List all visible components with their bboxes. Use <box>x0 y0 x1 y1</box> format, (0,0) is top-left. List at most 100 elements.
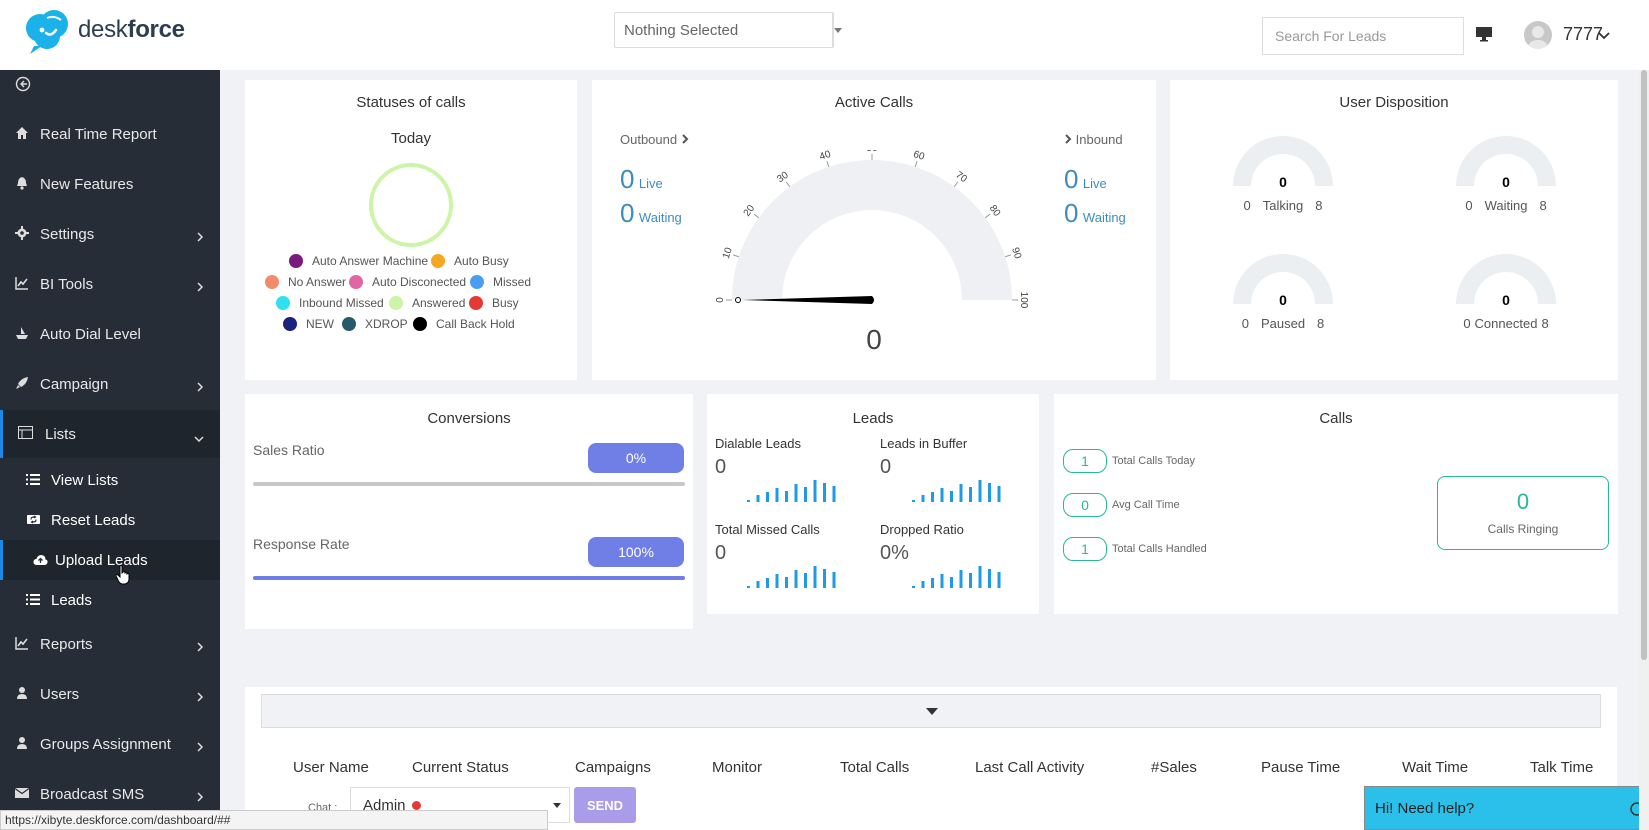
legend-item[interactable]: NEW <box>283 317 334 331</box>
sidebar-item-bi-tools[interactable]: BI Tools <box>0 260 220 308</box>
sparkline-bar <box>950 491 953 502</box>
monitor-icon[interactable] <box>1475 26 1493 42</box>
sparkline-bar <box>997 572 1001 588</box>
mini-gauge-max: 8 <box>1541 316 1549 331</box>
sparkline-bar <box>785 491 788 502</box>
sidebar-subitem-upload-leads[interactable]: Upload Leads <box>0 540 220 580</box>
table-column-header[interactable]: Total Calls <box>840 759 910 776</box>
collapse-sidebar-icon[interactable] <box>15 76 31 97</box>
legend-item[interactable]: Busy <box>469 296 519 310</box>
legend-item[interactable]: Auto Answer Machine <box>289 254 428 268</box>
table-column-header[interactable]: Current Status <box>412 759 509 776</box>
sidebar-subitem-reset-leads[interactable]: Reset Leads <box>0 500 220 540</box>
waiting-label: Waiting <box>638 210 682 225</box>
sparkline-bar <box>794 570 798 588</box>
mini-gauge-label: Connected <box>1474 316 1538 331</box>
mini-gauge-min: 0 <box>1465 198 1473 213</box>
sparkline-bar <box>921 495 925 502</box>
help-text: Hi! Need help? <box>1375 799 1475 817</box>
sidebar-item-settings[interactable]: Settings <box>0 210 220 258</box>
response-rate-fill <box>253 576 685 580</box>
sparkline-bar <box>931 492 934 502</box>
legend-item[interactable]: XDROP <box>342 317 408 331</box>
search-leads-input[interactable]: Search For Leads <box>1262 17 1464 55</box>
table-column-header[interactable]: Talk Time <box>1530 759 1594 776</box>
chevron-down-icon <box>194 430 204 447</box>
ship-icon <box>15 326 31 342</box>
envelope-icon <box>14 786 31 802</box>
help-chat-widget[interactable]: Hi! Need help? <box>1364 786 1644 830</box>
sidebar: Real Time Report New Features Settings B… <box>0 70 220 830</box>
campaign-select[interactable]: Nothing Selected <box>614 12 842 48</box>
inbound-link[interactable]: Inbound <box>1064 132 1123 147</box>
legend-item[interactable]: Missed <box>470 275 531 289</box>
legend-item[interactable]: Auto Busy <box>431 254 509 268</box>
table-column-header[interactable]: User Name <box>293 759 369 776</box>
sidebar-item-groups-assignment[interactable]: Groups Assignment <box>0 720 220 768</box>
caret-down-icon <box>834 28 842 33</box>
legend-item[interactable]: Inbound Missed <box>276 296 384 310</box>
table-column-header[interactable]: Monitor <box>712 759 763 776</box>
legend-swatch <box>349 275 363 289</box>
chevron-right-icon <box>196 639 204 656</box>
deskforce-logo[interactable]: deskforce <box>20 6 185 54</box>
mini-gauge-min: 0 <box>1241 316 1249 331</box>
table-column-header[interactable]: #Sales <box>1151 759 1197 776</box>
chevron-down-icon[interactable] <box>1598 28 1610 46</box>
sidebar-subitem-view-lists[interactable]: View Lists <box>0 460 220 500</box>
scrollbar-thumb[interactable] <box>1641 70 1647 660</box>
table-column-header[interactable]: Pause Time <box>1261 759 1341 776</box>
chat-selected-value: Admin <box>363 796 406 814</box>
outbound-link[interactable]: Outbound <box>620 132 689 147</box>
legend-item[interactable]: No Answer <box>265 275 346 289</box>
card-title: Statuses of calls <box>356 94 466 111</box>
sidebar-item-new-features[interactable]: New Features <box>0 160 220 208</box>
avatar[interactable] <box>1524 21 1552 49</box>
sidebar-item-users[interactable]: Users <box>0 670 220 718</box>
gauge-tick-label: 20 <box>742 203 758 219</box>
table-column-header[interactable]: Last Call Activity <box>975 759 1085 776</box>
conversions-card: Conversions Sales Ratio 0% Response Rate… <box>245 394 693 629</box>
legend-item[interactable]: Auto Disconected <box>349 275 466 289</box>
gauge-tick-label: 90 <box>1009 246 1023 260</box>
table-column-header[interactable]: Campaigns <box>575 759 651 776</box>
collapse-toggle[interactable] <box>261 694 1601 728</box>
hand-cursor-icon <box>115 565 130 590</box>
gauge-tick <box>732 254 740 258</box>
user-icon <box>15 686 31 702</box>
gauge-tick <box>785 181 791 188</box>
sidebar-item-campaign[interactable]: Campaign <box>0 360 220 408</box>
lead-stat-label: Dialable Leads <box>715 436 802 451</box>
sparkline-bar <box>978 480 982 502</box>
offline-status-dot <box>411 800 421 810</box>
legend-swatch <box>470 275 484 289</box>
legend-item[interactable]: Call Back Hold <box>413 317 515 331</box>
sidebar-item-label: Lists <box>45 425 76 443</box>
sidebar-item-broadcast-sms[interactable]: Broadcast SMS <box>0 770 220 818</box>
sparkline-bar <box>997 486 1001 502</box>
sales-ratio-track <box>253 482 685 486</box>
send-button[interactable]: SEND <box>574 787 636 823</box>
legend-label: Auto Answer Machine <box>312 254 429 268</box>
sidebar-item-auto-dial-level[interactable]: Auto Dial Level <box>0 310 220 358</box>
chart-line-icon <box>15 636 31 652</box>
outbound-live: 0 Live <box>620 164 663 195</box>
sidebar-item-label: Campaign <box>40 375 109 393</box>
sidebar-item-lists[interactable]: Lists <box>0 410 220 458</box>
sidebar-subitem-label: Leads <box>51 591 92 609</box>
logo-text-bold: force <box>127 16 186 43</box>
status-bar-url: https://xibyte.deskforce.com/dashboard/#… <box>0 810 548 830</box>
card-title: Conversions <box>427 410 511 427</box>
user-name[interactable]: 7777 <box>1563 24 1604 44</box>
sidebar-item-real-time-report[interactable]: Real Time Report <box>0 110 220 158</box>
lead-stat-value: 0 <box>880 456 892 478</box>
sidebar-subitem-leads[interactable]: Leads <box>0 580 220 620</box>
legend-swatch <box>431 254 445 268</box>
legend-item[interactable]: Answered <box>389 296 465 310</box>
cloud-upload-icon <box>33 553 49 567</box>
sparkline-bar <box>940 488 944 502</box>
legend-label: No Answer <box>288 275 347 289</box>
bell-icon <box>15 176 31 192</box>
table-column-header[interactable]: Wait Time <box>1402 759 1469 776</box>
sidebar-item-reports[interactable]: Reports <box>0 620 220 668</box>
